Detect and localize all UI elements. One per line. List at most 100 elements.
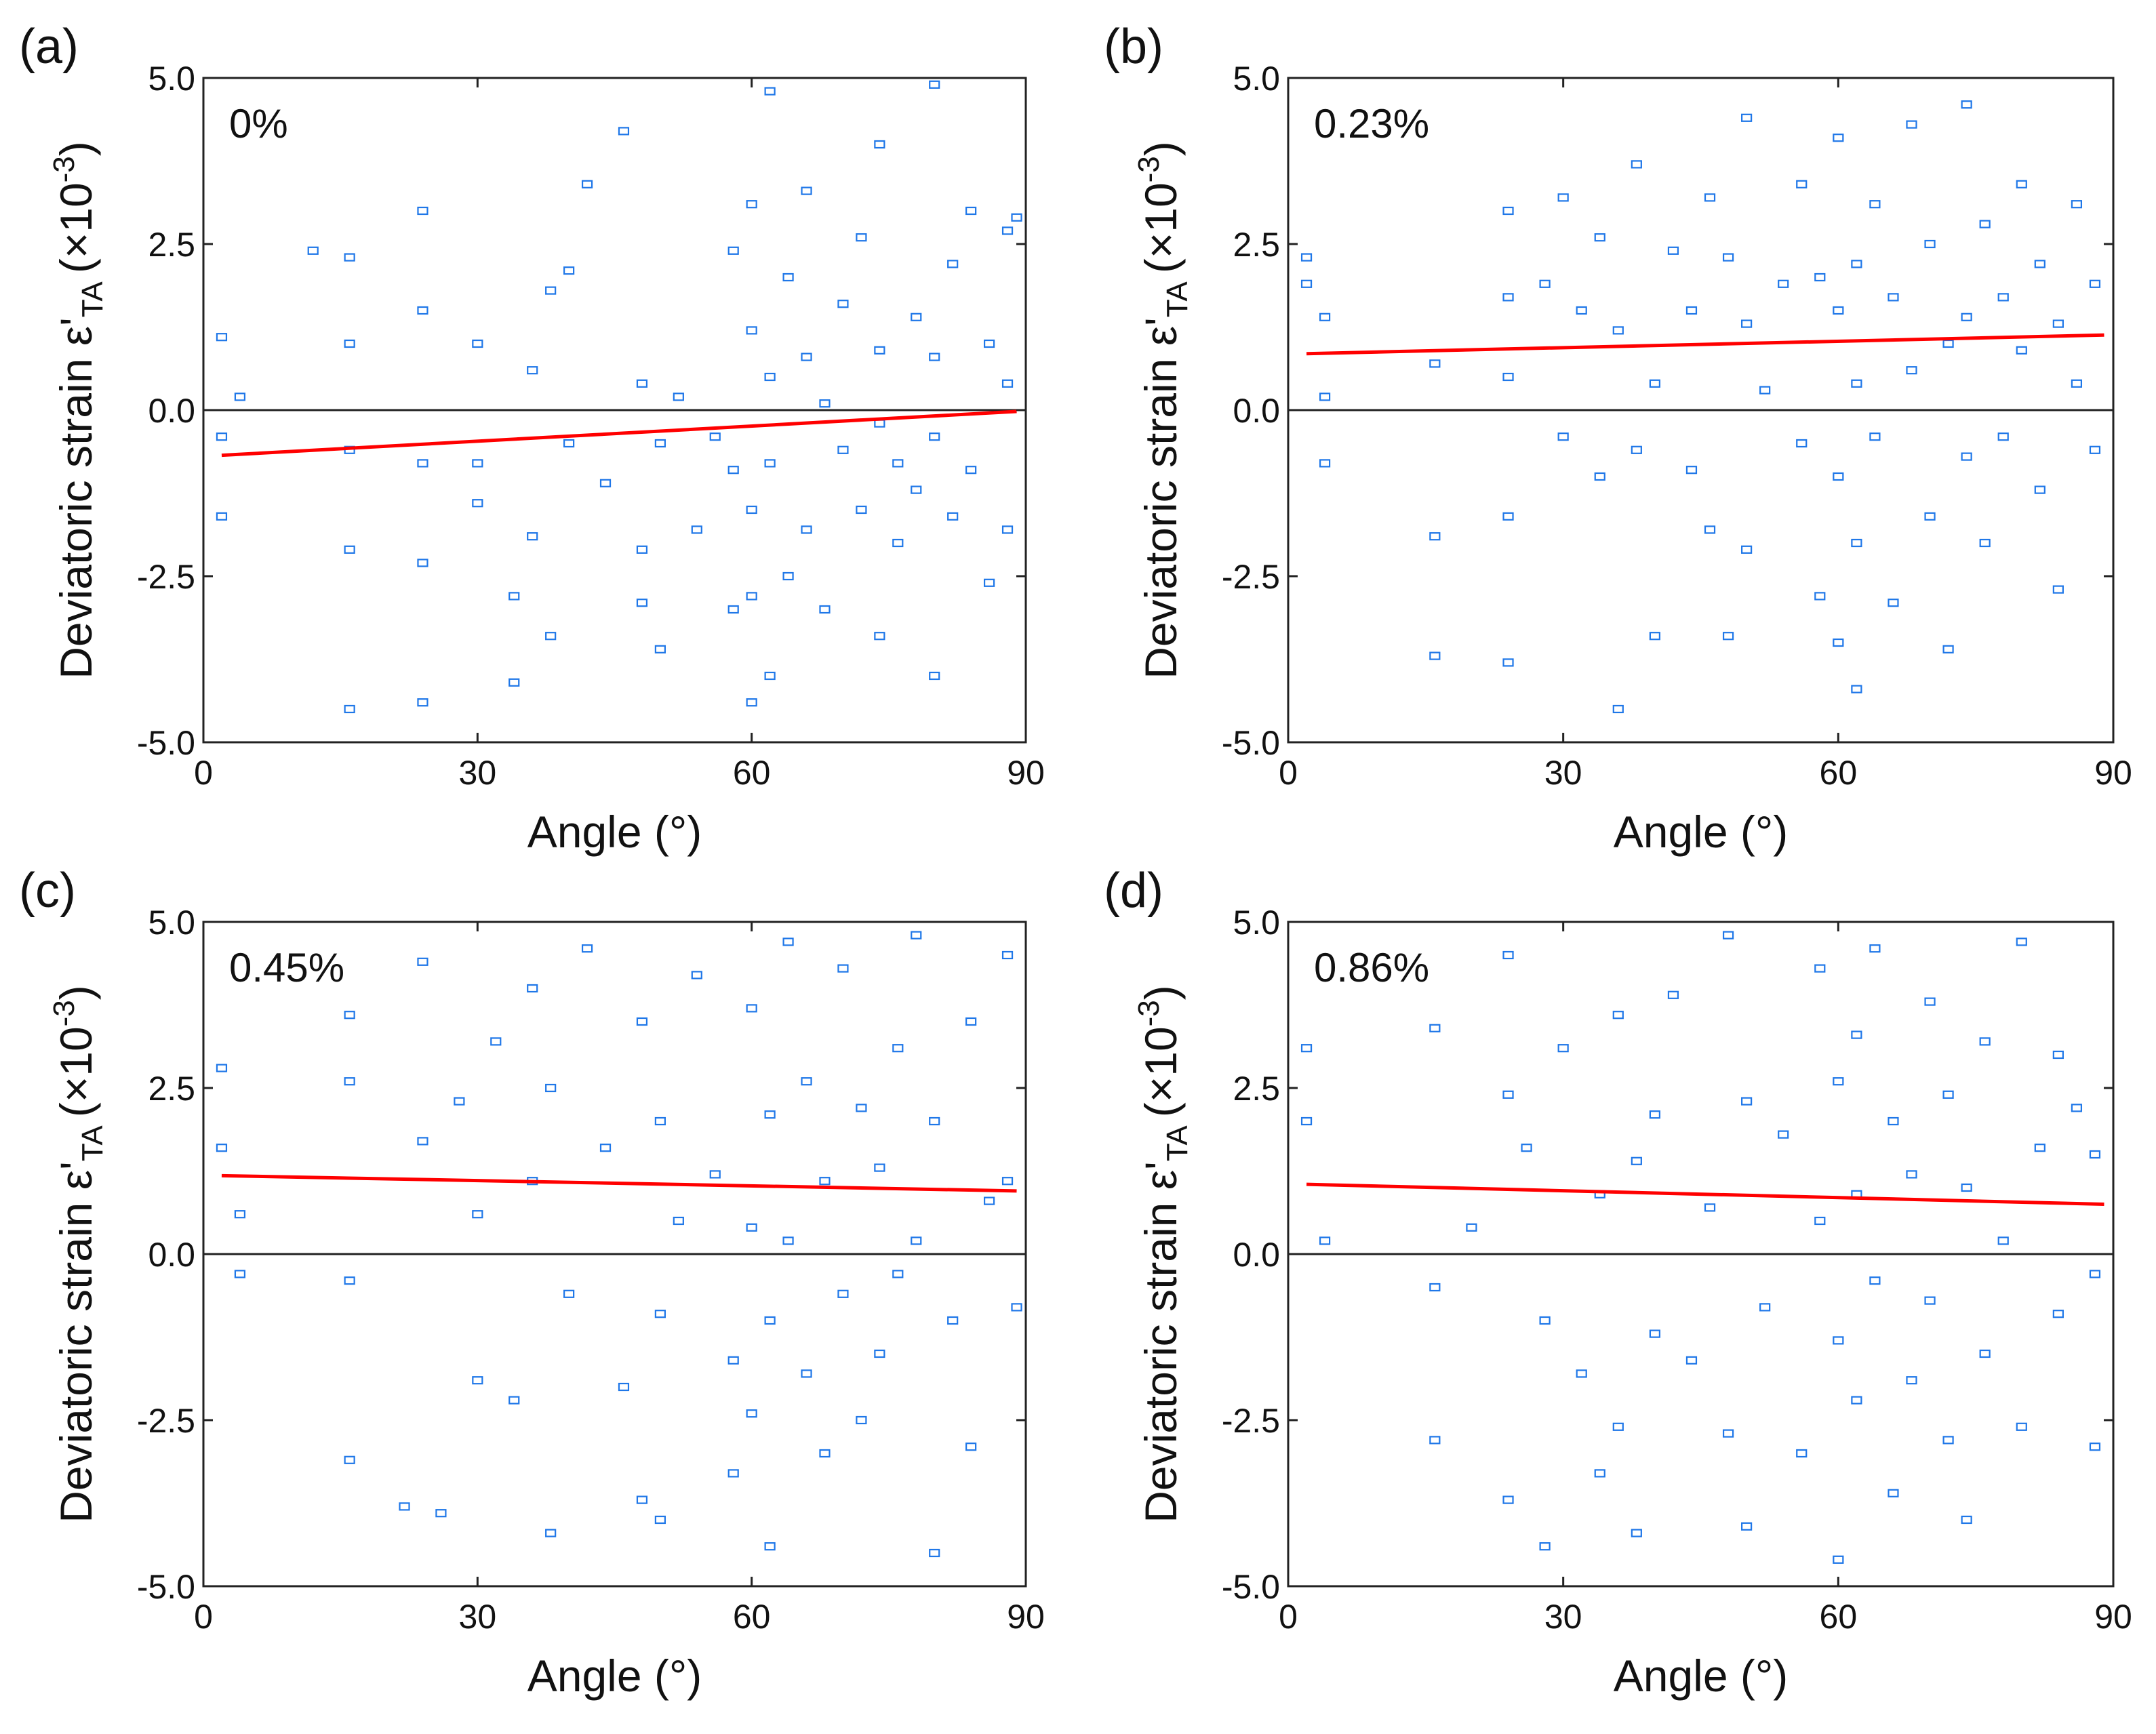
data-point — [1001, 525, 1014, 534]
data-point — [1906, 366, 1917, 375]
data-point — [1300, 279, 1313, 288]
data-point — [1741, 113, 1753, 122]
data-point — [1576, 1369, 1587, 1378]
linear-fit-line — [221, 1173, 1017, 1193]
data-point — [1888, 293, 1899, 302]
data-point — [1429, 651, 1441, 660]
data-point — [947, 260, 959, 268]
data-point — [417, 459, 428, 468]
scatter-series — [1300, 931, 2101, 1564]
data-point — [1833, 134, 1844, 142]
data-point — [344, 1011, 355, 1020]
y-tick-label: -2.5 — [137, 558, 195, 596]
data-point — [527, 532, 538, 541]
data-point — [1502, 1495, 1514, 1504]
data-point — [1778, 279, 1789, 288]
data-point — [636, 1495, 648, 1504]
data-point — [2089, 1150, 2101, 1159]
data-point — [929, 1116, 940, 1126]
data-point — [929, 80, 940, 89]
data-point — [801, 525, 812, 534]
data-point — [2089, 279, 2101, 288]
data-point — [654, 1310, 666, 1318]
data-point — [344, 339, 355, 348]
data-point — [1011, 213, 1022, 222]
y-tick-label: -5.0 — [1222, 724, 1280, 762]
data-point — [1759, 386, 1771, 395]
data-point — [1888, 1489, 1899, 1497]
data-point — [1631, 445, 1642, 454]
data-point — [581, 944, 593, 953]
y-tick-label: 2.5 — [1233, 1070, 1280, 1108]
data-point — [1429, 532, 1441, 541]
data-point — [344, 1077, 355, 1086]
data-point — [782, 937, 794, 946]
y-axis-label: Deviatoric strain ε'TA(×10-3) — [1132, 141, 1194, 679]
data-point — [2016, 180, 2027, 188]
y-tick-label: 5.0 — [148, 60, 195, 98]
data-point — [983, 1196, 995, 1205]
data-point — [1429, 359, 1441, 368]
data-point — [983, 578, 995, 587]
panel-label: (d) — [1104, 864, 1163, 918]
data-point — [1612, 326, 1624, 335]
data-point — [1888, 1116, 1899, 1126]
data-point — [929, 1548, 940, 1558]
data-point — [1319, 1236, 1331, 1245]
data-point — [216, 1144, 228, 1152]
data-point — [1851, 1396, 1862, 1405]
data-point — [527, 984, 538, 993]
data-point — [1869, 944, 1881, 953]
data-point — [1961, 100, 1972, 109]
data-point — [472, 1376, 483, 1385]
data-point — [837, 300, 849, 308]
x-tick-label: 90 — [1007, 1598, 1045, 1636]
data-point — [1833, 1336, 1844, 1345]
data-point — [874, 419, 885, 428]
data-point — [545, 286, 557, 295]
y-tick-label: -5.0 — [137, 1568, 195, 1606]
scatter-series — [1300, 100, 2101, 714]
data-point — [1539, 1542, 1551, 1551]
data-point — [435, 1509, 447, 1518]
data-point — [837, 445, 849, 454]
data-point — [508, 1396, 520, 1405]
data-point — [618, 127, 630, 136]
x-tick-label: 90 — [2094, 754, 2132, 792]
data-point — [1796, 180, 1808, 188]
data-point — [764, 372, 776, 382]
data-point — [983, 339, 995, 348]
data-point — [819, 1177, 831, 1186]
data-point — [2052, 585, 2064, 594]
y-tick-label: -5.0 — [1222, 1568, 1280, 1606]
data-point — [1851, 260, 1862, 268]
data-point — [1814, 964, 1826, 973]
data-point — [2034, 1144, 2045, 1152]
data-point — [782, 1236, 794, 1245]
data-point — [2052, 1050, 2064, 1060]
data-point — [746, 200, 757, 209]
panel-a: 0 30 60 90 5.0 2.5 0.0 -2.5 -5.0 Angle (°) Deviato… — [19, 20, 1045, 857]
data-point — [874, 1163, 885, 1172]
data-point — [764, 1110, 776, 1119]
data-point — [1521, 1144, 1532, 1152]
prestrain-annotation: 0% — [229, 101, 288, 146]
data-point — [1685, 466, 1698, 475]
x-axis-label: Angle (°) — [527, 1651, 702, 1701]
x-tick-label: 60 — [733, 1598, 771, 1636]
data-point — [344, 1455, 355, 1464]
data-point — [2052, 1310, 2064, 1318]
data-point — [911, 312, 922, 321]
data-point — [1741, 1097, 1753, 1106]
data-point — [2016, 1422, 2027, 1431]
data-point — [654, 439, 666, 448]
data-point — [1741, 1522, 1753, 1531]
data-point — [1979, 220, 1991, 228]
data-point — [490, 1037, 502, 1046]
data-point — [1631, 1529, 1642, 1537]
data-point — [1906, 1170, 1917, 1179]
data-point — [472, 339, 483, 348]
panel-label: (a) — [19, 20, 79, 74]
data-point — [1001, 379, 1014, 388]
